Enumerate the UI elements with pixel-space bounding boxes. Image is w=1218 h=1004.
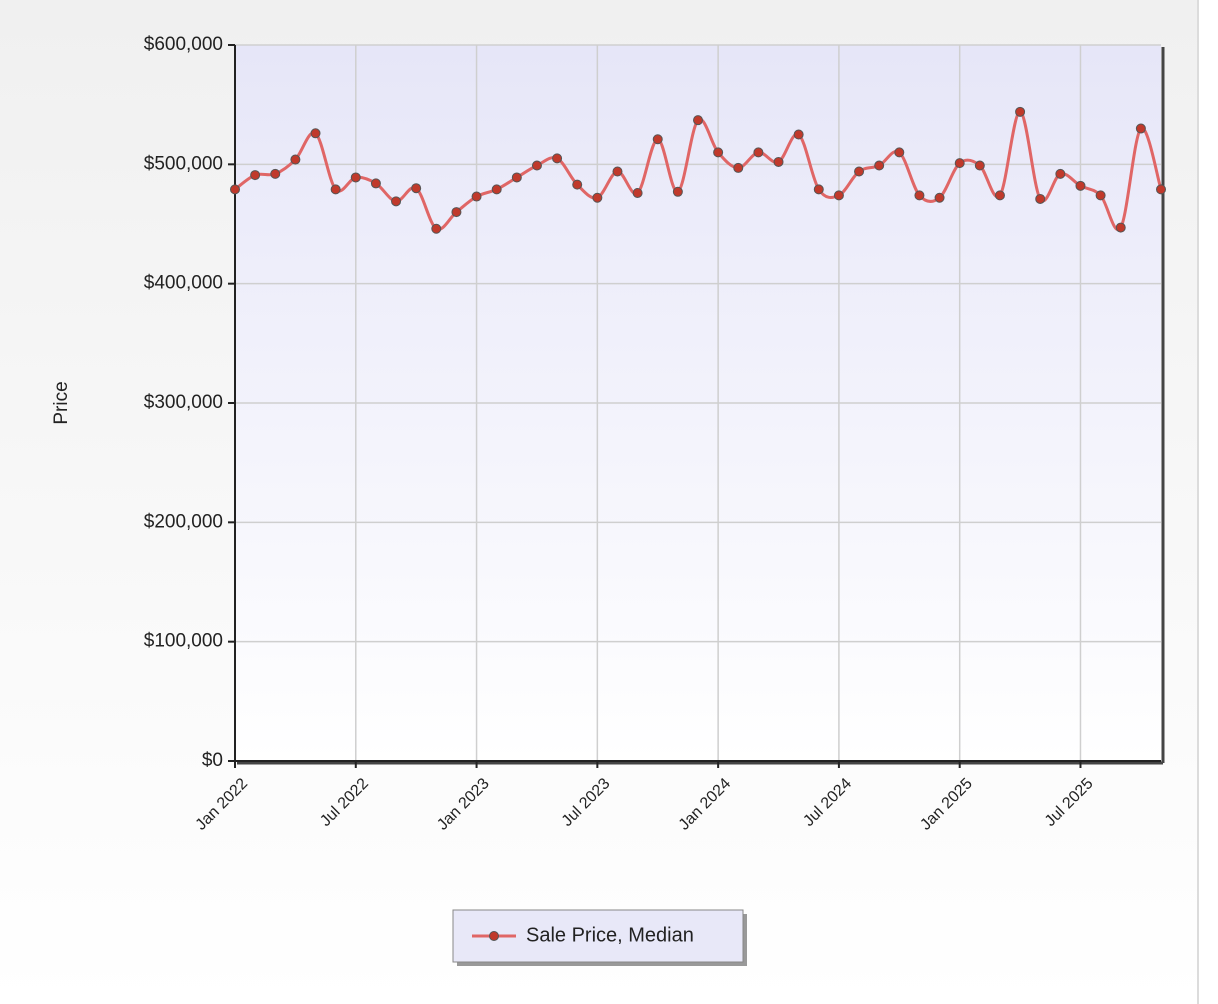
data-point [793, 129, 804, 140]
data-point [854, 166, 865, 177]
data-point [230, 184, 240, 195]
data-point [350, 172, 361, 183]
data-point [733, 162, 744, 173]
legend-marker [489, 931, 499, 941]
data-point [813, 184, 824, 195]
data-point [833, 190, 844, 201]
data-point [531, 160, 542, 171]
data-point [290, 154, 301, 165]
data-point [491, 184, 502, 195]
data-point [370, 178, 381, 189]
data-point [330, 184, 341, 195]
data-point [652, 134, 663, 145]
data-point [914, 190, 925, 201]
y-tick-label: $400,000 [144, 273, 223, 294]
data-point [310, 128, 321, 139]
data-point [994, 190, 1005, 201]
data-point [612, 166, 623, 177]
data-point [954, 158, 965, 169]
data-point [1156, 184, 1166, 195]
data-point [1075, 180, 1086, 191]
data-point [753, 147, 764, 158]
data-point [511, 172, 522, 183]
data-point [1135, 123, 1146, 134]
y-tick-label: $0 [202, 750, 223, 771]
data-point [1095, 190, 1106, 201]
data-point [974, 160, 985, 171]
data-point [1055, 168, 1066, 179]
data-point [632, 187, 643, 198]
data-point [1115, 222, 1126, 233]
y-axis-label: Price [51, 381, 72, 424]
data-point [431, 223, 442, 234]
data-point [391, 196, 402, 207]
y-tick-label: $200,000 [144, 511, 223, 532]
data-point [1015, 106, 1026, 117]
side-strip [1198, 0, 1218, 1004]
data-point [934, 192, 945, 203]
data-point [592, 192, 603, 203]
data-point [552, 153, 563, 164]
data-point [874, 160, 885, 171]
data-point [672, 186, 683, 197]
data-point [894, 147, 905, 158]
data-point [250, 170, 261, 181]
data-point [572, 179, 583, 190]
data-point [713, 147, 724, 158]
data-point [693, 115, 703, 126]
y-tick-label: $600,000 [144, 34, 223, 55]
data-point [1035, 193, 1046, 204]
y-tick-label: $500,000 [144, 153, 223, 174]
data-point [270, 168, 281, 179]
data-point [451, 207, 462, 218]
legend-label: Sale Price, Median [526, 924, 694, 946]
y-tick-label: $100,000 [144, 631, 223, 652]
y-tick-label: $300,000 [144, 392, 223, 413]
data-point [471, 191, 482, 202]
data-point [411, 183, 422, 194]
data-point [773, 156, 784, 167]
